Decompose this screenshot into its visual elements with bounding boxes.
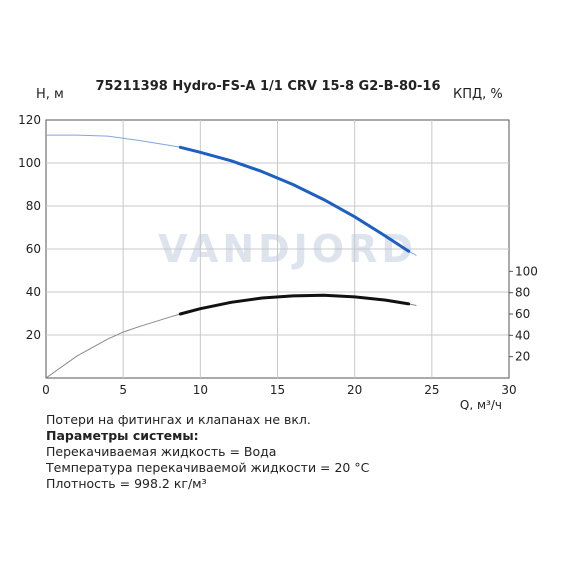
y2-axis-label: КПД, % <box>453 87 503 102</box>
y-tick-label: 20 <box>26 328 41 342</box>
chart-title: 75211398 Hydro-FS-A 1/1 CRV 15-8 G2-B-80… <box>95 79 440 94</box>
y2-tick-label: 100 <box>515 264 538 278</box>
note-temperature: Температура перекачиваемой жидкости = 20… <box>46 460 370 475</box>
x-tick-label: 20 <box>347 383 362 397</box>
series-efficiency-operating-line <box>178 293 411 316</box>
note-system-params-heading: Параметры системы: <box>46 428 199 443</box>
x-tick-label: 30 <box>501 383 516 397</box>
y-axis-label: H, м <box>36 87 64 102</box>
series-efficiency-full-line <box>45 294 417 379</box>
y2-tick-label: 60 <box>515 307 530 321</box>
y2-tick-label: 80 <box>515 286 530 300</box>
x-tick-label: 25 <box>424 383 439 397</box>
x-tick-label: 5 <box>119 383 127 397</box>
y2-tick-label: 20 <box>515 350 530 364</box>
note-fluid: Перекачиваемая жидкость = Вода <box>46 444 277 459</box>
x-tick-label: 10 <box>193 383 208 397</box>
x-tick-label: 15 <box>270 383 285 397</box>
y-tick-label: 60 <box>26 242 41 256</box>
y-tick-label: 80 <box>26 199 41 213</box>
y-tick-label: 120 <box>18 113 41 127</box>
x-axis-label: Q, м³/ч <box>460 398 502 410</box>
note-density: Плотность = 998.2 кг/м³ <box>46 476 207 491</box>
y2-tick-label: 40 <box>515 328 530 342</box>
pump-performance-chart: VANDJORD 0 5 10 15 20 25 302040608010012020406… <box>18 79 538 410</box>
series-head-operating-line <box>178 145 411 253</box>
x-tick-label: 0 <box>42 383 50 397</box>
chart-notes: Потери на фитингах и клапанах не вкл. Па… <box>46 412 369 492</box>
y-tick-label: 40 <box>26 285 41 299</box>
note-losses: Потери на фитингах и клапанах не вкл. <box>46 412 311 427</box>
y-tick-label: 100 <box>18 156 41 170</box>
